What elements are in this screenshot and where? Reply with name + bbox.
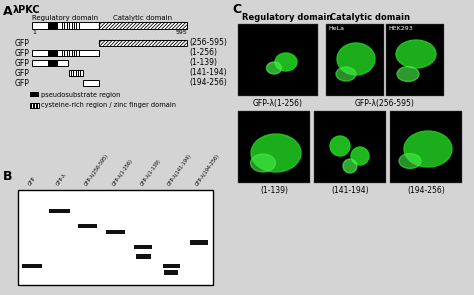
Text: C: C xyxy=(232,3,241,16)
Text: GFP-λ(1-139): GFP-λ(1-139) xyxy=(139,158,162,187)
Text: GFP: GFP xyxy=(15,39,30,47)
Bar xyxy=(62,50,79,56)
Ellipse shape xyxy=(336,67,356,81)
Text: GFP-λ(194-256): GFP-λ(194-256) xyxy=(195,153,221,187)
Bar xyxy=(106,230,125,234)
Text: 595: 595 xyxy=(175,30,187,35)
Bar xyxy=(30,103,39,108)
Ellipse shape xyxy=(266,62,282,74)
Bar xyxy=(163,264,180,268)
Text: Catalytic domain: Catalytic domain xyxy=(113,15,173,21)
Bar xyxy=(47,60,58,66)
Bar xyxy=(238,111,310,183)
Ellipse shape xyxy=(275,53,297,71)
Bar xyxy=(99,40,187,46)
Text: Regulatory domain: Regulatory domain xyxy=(242,13,332,22)
Ellipse shape xyxy=(343,159,357,173)
Text: Catalytic domain: Catalytic domain xyxy=(330,13,410,22)
Text: GFP-λ: GFP-λ xyxy=(55,173,68,187)
Bar xyxy=(136,254,151,259)
Text: GFP: GFP xyxy=(15,48,30,58)
Bar xyxy=(32,60,68,66)
Text: 1: 1 xyxy=(32,30,36,35)
Ellipse shape xyxy=(330,136,350,156)
Ellipse shape xyxy=(351,147,369,165)
Text: (141-194): (141-194) xyxy=(189,68,227,78)
Text: (1-139): (1-139) xyxy=(260,186,288,195)
Bar xyxy=(314,111,386,183)
Bar xyxy=(47,22,58,29)
Bar xyxy=(238,24,318,96)
Text: GFP-λ(1-256): GFP-λ(1-256) xyxy=(253,99,303,108)
Bar xyxy=(32,50,99,56)
Text: pseudosubstrate region: pseudosubstrate region xyxy=(41,91,120,98)
Bar xyxy=(32,22,187,29)
Bar xyxy=(164,271,178,275)
Bar xyxy=(49,209,70,213)
Text: (194-256): (194-256) xyxy=(407,186,445,195)
Text: HeLa: HeLa xyxy=(328,26,344,31)
Text: (1-139): (1-139) xyxy=(189,58,217,68)
Bar xyxy=(134,245,153,249)
Ellipse shape xyxy=(399,153,421,168)
Bar xyxy=(22,264,42,268)
Text: (141-194): (141-194) xyxy=(331,186,369,195)
Bar xyxy=(69,70,82,76)
Text: GFP: GFP xyxy=(15,68,30,78)
Text: GFP: GFP xyxy=(15,78,30,88)
Ellipse shape xyxy=(250,154,275,172)
Text: HEK293: HEK293 xyxy=(388,26,413,31)
Text: GFP-λ(256-595): GFP-λ(256-595) xyxy=(83,153,109,187)
Text: GFP-λ(1-256): GFP-λ(1-256) xyxy=(111,158,134,187)
Ellipse shape xyxy=(404,131,452,167)
Text: λPKC: λPKC xyxy=(13,5,41,15)
Ellipse shape xyxy=(396,40,436,68)
Ellipse shape xyxy=(397,66,419,81)
Text: GFP: GFP xyxy=(28,176,37,187)
Bar xyxy=(190,240,208,245)
Ellipse shape xyxy=(337,43,375,75)
Text: cysteine-rich region / zinc finger domain: cysteine-rich region / zinc finger domai… xyxy=(41,102,176,109)
Bar xyxy=(62,22,79,29)
Bar xyxy=(390,111,462,183)
Bar xyxy=(82,80,99,86)
Bar xyxy=(47,50,58,56)
Bar xyxy=(386,24,444,96)
Bar xyxy=(18,190,213,285)
Text: (256-595): (256-595) xyxy=(189,39,227,47)
Text: GFP-λ(141-194): GFP-λ(141-194) xyxy=(167,153,193,187)
Bar xyxy=(78,224,97,228)
Text: (1-256): (1-256) xyxy=(189,48,217,58)
Text: GFP: GFP xyxy=(15,58,30,68)
Text: GFP-λ(256-595): GFP-λ(256-595) xyxy=(355,99,415,108)
Bar xyxy=(326,24,384,96)
Bar xyxy=(30,92,39,97)
Bar xyxy=(99,22,187,29)
Text: (194-256): (194-256) xyxy=(189,78,227,88)
Text: B: B xyxy=(3,170,12,183)
Ellipse shape xyxy=(251,134,301,172)
Text: A: A xyxy=(3,5,13,18)
Text: Regulatory domain: Regulatory domain xyxy=(32,15,99,21)
